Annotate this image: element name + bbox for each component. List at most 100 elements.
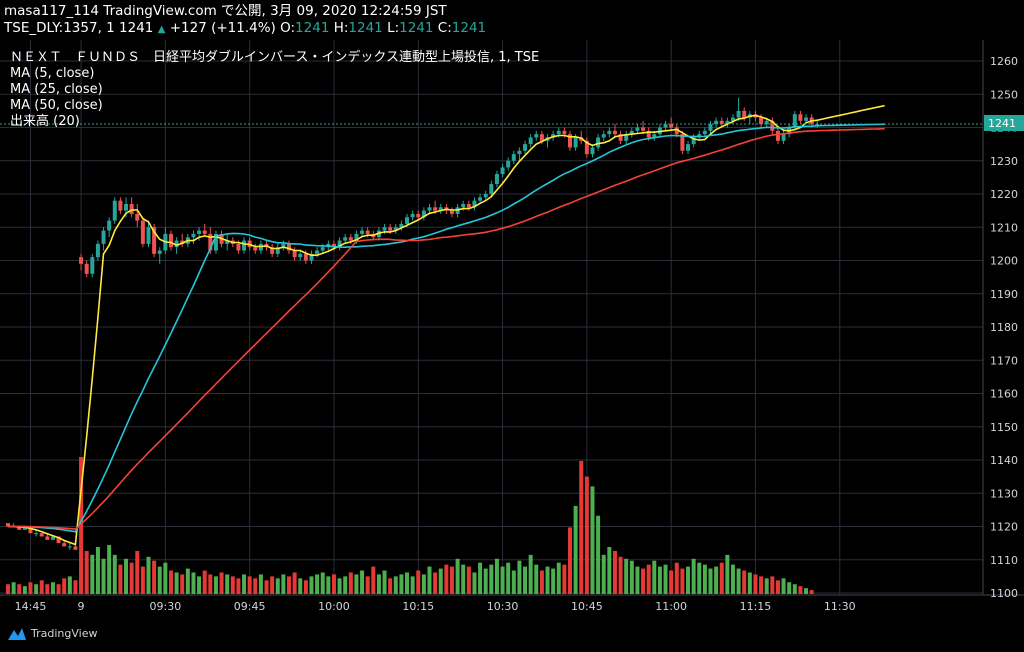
volume-bar <box>292 572 297 594</box>
volume-bar <box>584 476 589 594</box>
volume-bar <box>556 562 561 594</box>
volume-bar <box>84 550 89 594</box>
volume-bar <box>202 570 207 594</box>
volume-bar <box>140 566 145 594</box>
candle-body <box>815 124 820 126</box>
volume-bar <box>67 576 72 594</box>
candle-body <box>73 546 78 550</box>
legend-volume[interactable]: 出来高 (20) <box>10 114 80 129</box>
volume-bar <box>22 586 27 594</box>
volume-bar <box>506 562 511 594</box>
volume-bar <box>388 578 393 594</box>
volume-bar <box>230 576 235 594</box>
volume-bar <box>17 584 22 594</box>
tradingview-footer[interactable]: TradingView <box>8 627 97 640</box>
candlesticks <box>6 97 820 550</box>
candle-body <box>674 127 679 135</box>
legend-ma50[interactable]: MA (50, close) <box>10 98 103 113</box>
candle-body <box>730 117 735 121</box>
volume-bar <box>157 566 162 594</box>
candle-body <box>449 210 454 214</box>
time-tick-label: 10:00 <box>318 600 350 613</box>
time-axis[interactable]: 14:45 9 09:30 09:45 10:00 10:15 10:30 10:45 11:0… <box>15 600 856 613</box>
candle-body <box>714 120 719 125</box>
candle-body <box>331 243 336 248</box>
candle-body <box>792 114 797 128</box>
candle-body <box>236 243 241 251</box>
close-value: 1241 <box>451 20 487 36</box>
volume-bar <box>663 564 668 594</box>
candle-body <box>601 134 606 138</box>
candle-body <box>416 213 421 218</box>
candle-body <box>34 533 39 535</box>
volume-bar <box>798 586 803 594</box>
volume-bar <box>568 527 572 594</box>
tradingview-logo-icon <box>8 627 26 640</box>
volume-bar <box>612 550 617 594</box>
candle-body <box>438 207 443 211</box>
volume-bar <box>343 576 348 594</box>
candle-body <box>511 154 516 161</box>
candle-body <box>635 127 640 131</box>
volume-bar <box>107 545 112 594</box>
price-change: +127 (+11.4%) <box>169 20 276 36</box>
candle-body <box>528 137 533 145</box>
volume-bar <box>753 574 758 594</box>
volume-bars <box>6 457 814 594</box>
candle-body <box>556 130 561 135</box>
volume-bar <box>399 574 404 594</box>
legend-ma25[interactable]: MA (25, close) <box>10 82 103 97</box>
candle-body <box>736 110 741 118</box>
candle-body <box>382 227 387 231</box>
volume-bar <box>680 568 685 594</box>
candle-body <box>292 250 297 258</box>
price-axis[interactable]: 1100 1110 1120 1130 1140 1150 1160 1170 1180 1190… <box>990 55 1018 600</box>
candle-body <box>759 117 764 125</box>
volume-bar <box>781 578 786 594</box>
candle-body <box>348 237 353 241</box>
volume-bar <box>34 584 39 594</box>
volume-bar <box>641 568 646 594</box>
candle-body <box>573 137 578 148</box>
candle-body <box>50 536 55 540</box>
candle-body <box>410 213 415 218</box>
candle-body <box>337 240 342 248</box>
price-tick-label: 1200 <box>990 255 1018 268</box>
candle-body <box>562 130 567 135</box>
candle-body <box>45 536 50 540</box>
time-tick-label: 10:45 <box>571 600 603 613</box>
candle-body <box>67 546 72 548</box>
price-tick-label: 1130 <box>990 487 1018 500</box>
volume-bar <box>163 562 168 594</box>
candle-body <box>483 194 488 198</box>
candle-body <box>607 130 612 135</box>
volume-bar <box>281 574 286 594</box>
volume-bar <box>129 562 134 594</box>
volume-bar <box>483 568 488 594</box>
legend-ma5[interactable]: MA (5, close) <box>10 66 95 81</box>
candle-body <box>242 240 247 251</box>
candle-body <box>28 526 33 534</box>
instrument-title[interactable]: ＮＥＸＴ ＦＵＮＤＳ 日経平均ダブルインバース・インデックス連動型上場投信, 1… <box>10 50 539 66</box>
volume-bar <box>489 564 494 594</box>
volume-bar <box>197 576 202 594</box>
candle-body <box>568 134 572 148</box>
volume-bar <box>191 572 196 594</box>
price-tick-label: 1220 <box>990 188 1018 201</box>
volume-bar <box>242 574 247 594</box>
candle-body <box>534 134 539 138</box>
candle-body <box>764 120 769 125</box>
volume-bar <box>219 572 224 594</box>
volume-bar <box>421 574 426 594</box>
volume-bar <box>652 560 657 594</box>
volume-bar <box>427 566 432 594</box>
volume-bar <box>635 566 640 594</box>
candle-body <box>135 213 140 221</box>
volume-bar <box>28 582 33 594</box>
last-price-tag: 1241 <box>984 115 1024 131</box>
volume-bar <box>804 588 809 594</box>
volume-bar <box>360 570 365 594</box>
volume-bar <box>135 550 140 594</box>
candle-body <box>798 114 803 121</box>
